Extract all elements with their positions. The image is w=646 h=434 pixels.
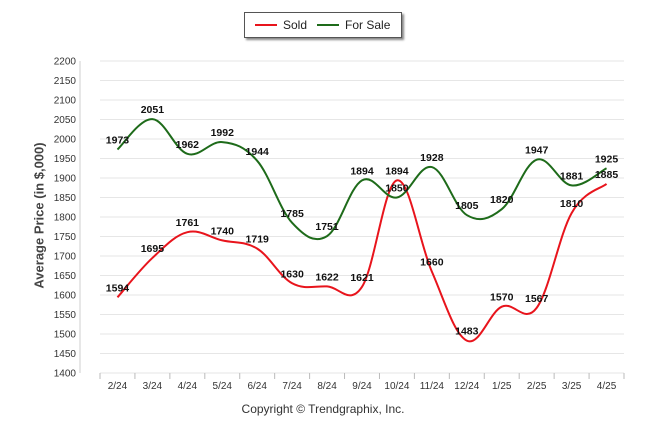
for-sale-data-label: 1973 (106, 135, 130, 147)
for-sale-data-label: 1962 (176, 139, 200, 151)
sold-data-label: 1740 (211, 225, 235, 237)
data-labels: 1594 1695 1761 1740 1719 1630 1622 1621 1894 1660… (106, 104, 619, 338)
sold-data-label: 1660 (420, 257, 444, 269)
for-sale-data-label: 1894 (350, 165, 374, 177)
x-tick-label: 3/24 (143, 381, 163, 392)
for-sale-data-label: 1805 (455, 200, 479, 212)
y-tick-label: 2100 (54, 96, 77, 107)
sold-data-label: 1567 (525, 293, 549, 305)
sold-data-label: 1810 (560, 198, 584, 210)
legend-item-sold[interactable]: Sold (245, 18, 307, 32)
y-tick-label: 1800 (54, 213, 77, 224)
for-sale-data-label: 1925 (595, 153, 619, 165)
x-tick-label: 12/24 (454, 381, 479, 392)
sold-series-line (116, 179, 608, 343)
x-tick-label: 6/24 (247, 381, 267, 392)
sold-data-label: 1622 (315, 271, 339, 283)
series (116, 118, 608, 343)
sold-data-label: 1885 (595, 169, 619, 181)
y-tick-label: 1850 (54, 193, 77, 204)
x-tick-label: 10/24 (384, 381, 409, 392)
x-tick-label: 1/25 (492, 381, 512, 392)
y-tick-label: 1400 (54, 369, 77, 380)
y-tick-label: 1450 (54, 349, 77, 360)
sold-data-label: 1630 (280, 268, 304, 280)
legend-label-for-sale: For Sale (345, 18, 391, 32)
x-tick-label: 4/24 (178, 381, 198, 392)
y-tick-label: 1550 (54, 310, 77, 321)
y-tick-label: 2000 (54, 135, 77, 146)
y-tick-label: 2150 (54, 76, 77, 87)
legend: Sold For Sale (244, 12, 402, 38)
x-tick-label: 4/25 (597, 381, 617, 392)
for-sale-data-label: 1751 (315, 221, 339, 233)
sold-data-label: 1761 (176, 217, 200, 229)
y-tick-label: 1950 (54, 154, 77, 165)
sold-data-label: 1894 (385, 165, 409, 177)
y-tick-label: 1900 (54, 174, 77, 185)
x-tick-label: 2/24 (108, 381, 128, 392)
for-sale-data-label: 2051 (141, 104, 165, 116)
y-tick-label: 1600 (54, 291, 77, 302)
x-tick-label: 5/24 (213, 381, 233, 392)
x-tick-label: 9/24 (352, 381, 372, 392)
for-sale-series-line (116, 118, 608, 241)
sold-data-label: 1483 (455, 326, 479, 338)
y-tick-label: 1750 (54, 232, 77, 243)
x-tick-label: 8/24 (317, 381, 337, 392)
sold-data-label: 1594 (106, 282, 130, 294)
for-sale-data-label: 1820 (490, 194, 514, 206)
sold-data-label: 1719 (246, 234, 270, 246)
x-tick-label: 3/25 (562, 381, 582, 392)
for-sale-data-label: 1928 (420, 152, 444, 164)
x-tick-label: 7/24 (282, 381, 302, 392)
sold-data-label: 1621 (350, 272, 374, 284)
for-sale-data-label: 1992 (211, 127, 235, 139)
sold-data-label: 1570 (490, 292, 514, 304)
y-tick-label: 1650 (54, 271, 77, 282)
x-tick-label: 2/25 (527, 381, 547, 392)
y-axis-title: Average Price (in $,000) (31, 142, 47, 289)
for-sale-data-label: 1850 (385, 183, 409, 195)
legend-label-sold: Sold (283, 18, 308, 32)
y-tick-label: 2200 (54, 57, 77, 68)
for-sale-data-label: 1947 (525, 145, 549, 157)
y-tick-label: 2050 (54, 115, 77, 126)
grid (99, 60, 625, 379)
legend-item-for-sale[interactable]: For Sale (307, 18, 390, 32)
y-tick-label: 1500 (54, 330, 77, 341)
for-sale-data-label: 1881 (560, 170, 584, 182)
x-tick-label: 11/24 (420, 381, 445, 392)
copyright-text: Copyright © Trendgraphix, Inc. (241, 402, 405, 416)
sold-data-label: 1695 (141, 243, 165, 255)
for-sale-data-label: 1785 (280, 208, 304, 220)
axes: 1400 1450 1500 1550 1600 1650 1700 1750 1800 1850… (54, 57, 617, 393)
y-tick-label: 1700 (54, 252, 77, 263)
for-sale-swatch (317, 24, 340, 26)
sold-swatch (255, 24, 277, 26)
for-sale-data-label: 1944 (246, 146, 270, 158)
